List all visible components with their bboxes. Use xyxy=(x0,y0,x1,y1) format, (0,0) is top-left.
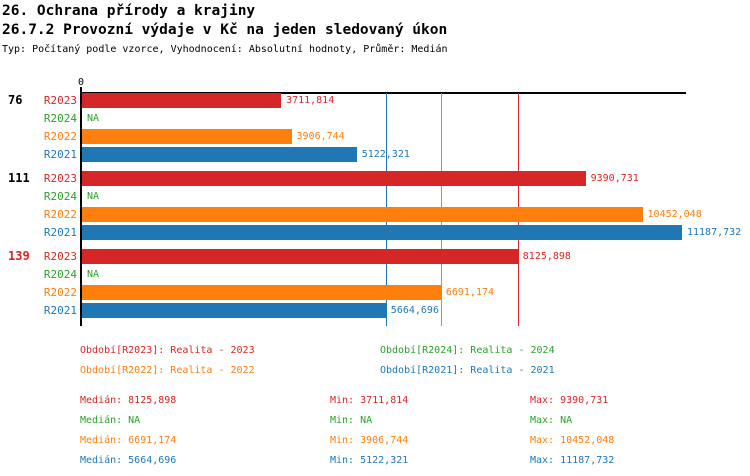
legend-item-R2022: Období[R2022]: Realita - 2022 xyxy=(80,365,255,376)
bar-value-label: 6691,174 xyxy=(445,287,495,298)
bar-R2023-group-139 xyxy=(82,249,518,264)
stat-min-R2023: Min: 3711,814 xyxy=(330,395,409,406)
stat-median-R2024: Medián: NA xyxy=(80,415,141,426)
legend-item-R2024: Období[R2024]: Realita - 2024 xyxy=(380,345,555,356)
x-axis-zero-tick-label: 0 xyxy=(77,77,85,88)
group-label-139: 139 xyxy=(8,249,30,263)
stat-max-R2021: Max: 11187,732 xyxy=(530,455,615,466)
bar-na-label: NA xyxy=(87,269,100,280)
bar-R2021-group-111 xyxy=(82,225,682,240)
stat-max-R2023: Max: 9390,731 xyxy=(530,395,609,406)
bar-value-label: 5664,696 xyxy=(390,305,439,316)
bar-R2021-group-76 xyxy=(82,147,357,162)
group-label-111: 111 xyxy=(8,171,30,185)
stat-median-R2023: Medián: 8125,898 xyxy=(80,395,177,406)
page-title-line2: 26.7.2 Provozní výdaje v Kč na jeden sle… xyxy=(2,22,448,38)
series-tick-label-R2024: R2024 xyxy=(43,112,77,125)
bar-R2022-group-139 xyxy=(82,285,441,300)
stat-median-R2022: Medián: 6691,174 xyxy=(80,435,177,446)
bar-R2023-group-76 xyxy=(82,93,282,108)
series-tick-label-R2024: R2024 xyxy=(43,190,77,203)
stat-min-R2022: Min: 3906,744 xyxy=(330,435,409,446)
bar-value-label: 10452,048 xyxy=(647,209,702,220)
stat-min-R2021: Min: 5122,321 xyxy=(330,455,409,466)
y-axis-line xyxy=(80,87,82,326)
series-tick-label-R2021: R2021 xyxy=(43,148,77,161)
series-tick-label-R2021: R2021 xyxy=(43,304,77,317)
bar-na-label: NA xyxy=(87,113,100,124)
bar-R2021-group-139 xyxy=(82,303,386,318)
series-tick-label-R2022: R2022 xyxy=(43,130,77,143)
legend-item-R2021: Období[R2021]: Realita - 2021 xyxy=(380,365,555,376)
stat-min-R2024: Min: NA xyxy=(330,415,373,426)
bar-value-label: 5122,321 xyxy=(361,149,410,160)
group-label-76: 76 xyxy=(8,93,23,107)
legend-item-R2023: Období[R2023]: Realita - 2023 xyxy=(80,345,255,356)
chart-subtitle: Typ: Počítaný podle vzorce, Vyhodnocení:… xyxy=(2,44,448,55)
series-tick-label-R2022: R2022 xyxy=(43,208,77,221)
bar-R2022-group-76 xyxy=(82,129,292,144)
stat-max-R2022: Max: 10452,048 xyxy=(530,435,615,446)
bar-value-label: 3906,744 xyxy=(296,131,345,142)
x-axis-top-line xyxy=(80,92,686,94)
stat-median-R2021: Medián: 5664,696 xyxy=(80,455,177,466)
bar-value-label: 8125,898 xyxy=(522,251,571,262)
series-tick-label-R2021: R2021 xyxy=(43,226,77,239)
bar-value-label: 9390,731 xyxy=(590,173,639,184)
bar-R2023-group-111 xyxy=(82,171,586,186)
bar-R2022-group-111 xyxy=(82,207,643,222)
bar-value-label: 3711,814 xyxy=(286,95,335,106)
bar-value-label: 11187,732 xyxy=(687,227,742,238)
stat-max-R2024: Max: NA xyxy=(530,415,573,426)
page-title-line1: 26. Ochrana přírody a krajiny xyxy=(2,3,256,19)
series-tick-label-R2023: R2023 xyxy=(43,250,77,263)
series-tick-label-R2023: R2023 xyxy=(43,94,77,107)
series-tick-label-R2023: R2023 xyxy=(43,172,77,185)
bar-na-label: NA xyxy=(87,191,100,202)
series-tick-label-R2022: R2022 xyxy=(43,286,77,299)
series-tick-label-R2024: R2024 xyxy=(43,268,77,281)
